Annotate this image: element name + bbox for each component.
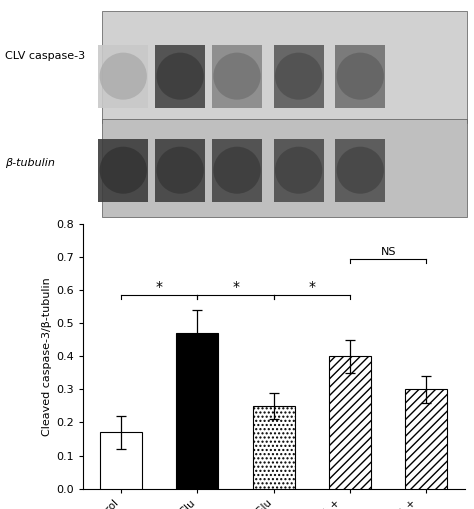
Text: CLV caspase-3: CLV caspase-3: [5, 51, 85, 61]
FancyBboxPatch shape: [274, 45, 323, 107]
FancyBboxPatch shape: [212, 45, 262, 107]
FancyBboxPatch shape: [99, 139, 148, 202]
Ellipse shape: [213, 52, 261, 100]
Text: *: *: [309, 280, 315, 294]
Bar: [405, 389, 447, 489]
Ellipse shape: [337, 147, 384, 194]
FancyBboxPatch shape: [212, 139, 262, 202]
Text: *: *: [232, 280, 239, 294]
Text: *: *: [156, 280, 163, 294]
Ellipse shape: [275, 52, 322, 100]
Ellipse shape: [213, 147, 261, 194]
FancyBboxPatch shape: [336, 45, 385, 107]
Ellipse shape: [100, 52, 147, 100]
Bar: [100, 433, 142, 489]
FancyBboxPatch shape: [102, 11, 467, 123]
FancyBboxPatch shape: [155, 139, 205, 202]
Bar: [329, 356, 371, 489]
Text: NS: NS: [381, 247, 396, 258]
Ellipse shape: [337, 52, 384, 100]
FancyBboxPatch shape: [274, 139, 323, 202]
Bar: [253, 406, 295, 489]
Text: β-tubulin: β-tubulin: [5, 158, 55, 168]
FancyBboxPatch shape: [99, 45, 148, 107]
Ellipse shape: [275, 147, 322, 194]
FancyBboxPatch shape: [336, 139, 385, 202]
Ellipse shape: [156, 147, 204, 194]
Y-axis label: Cleaved caspase-3/β-tubulin: Cleaved caspase-3/β-tubulin: [42, 277, 52, 436]
FancyBboxPatch shape: [102, 119, 467, 217]
FancyBboxPatch shape: [155, 45, 205, 107]
Bar: [176, 333, 219, 489]
Ellipse shape: [156, 52, 204, 100]
Ellipse shape: [100, 147, 147, 194]
